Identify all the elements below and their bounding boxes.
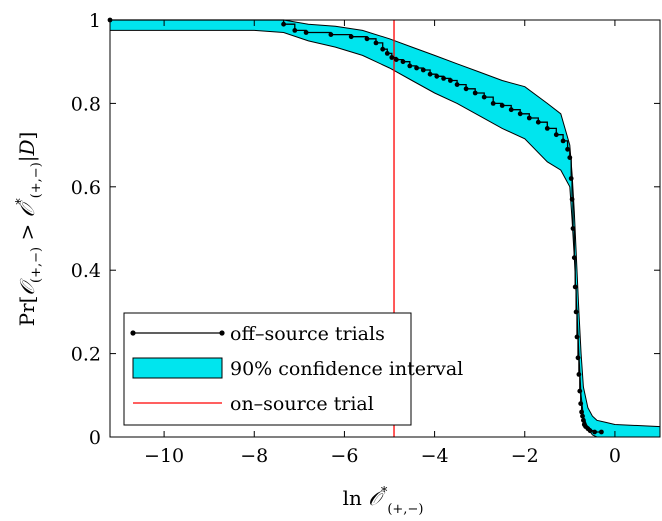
off-source-point bbox=[490, 101, 496, 106]
off-source-point bbox=[427, 71, 433, 77]
x-tick-label: −2 bbox=[511, 445, 539, 467]
off-source-point bbox=[560, 138, 566, 144]
off-source-point bbox=[414, 65, 419, 71]
off-source-point bbox=[389, 55, 395, 60]
off-source-point bbox=[579, 409, 584, 415]
off-source-point bbox=[587, 428, 593, 434]
off-source-point bbox=[578, 401, 584, 406]
x-axis-title-sub: (+,−) bbox=[387, 502, 423, 517]
plot-frame bbox=[109, 19, 661, 438]
off-source-point bbox=[571, 255, 577, 261]
off-source-point bbox=[281, 21, 286, 27]
y-tick-label: 0.8 bbox=[71, 93, 101, 115]
legend-offsource-label: off–source trials bbox=[230, 323, 385, 345]
off-source-point bbox=[400, 59, 406, 65]
off-source-point bbox=[420, 67, 426, 73]
off-source-point bbox=[575, 355, 581, 361]
legend: off–source trials 90% confidence interva… bbox=[123, 312, 463, 426]
y-axis-title-gt: > bbox=[15, 217, 39, 246]
y-tick-label: 0.6 bbox=[71, 177, 101, 199]
off-source-point bbox=[517, 111, 523, 117]
off-source-point bbox=[599, 429, 604, 435]
off-source-point bbox=[581, 417, 586, 423]
y-tick-label: 0.4 bbox=[71, 260, 101, 282]
off-source-point bbox=[373, 40, 379, 46]
off-source-point bbox=[592, 429, 597, 435]
off-source-point bbox=[292, 28, 298, 33]
off-source-point bbox=[576, 372, 582, 377]
x-tick-label: −4 bbox=[421, 445, 449, 467]
off-source-point bbox=[567, 155, 573, 161]
off-source-point bbox=[573, 309, 579, 315]
off-source-point bbox=[454, 82, 460, 87]
y-tick-label: 0.2 bbox=[71, 344, 101, 366]
off-source-point bbox=[574, 334, 580, 340]
off-source-point bbox=[544, 125, 550, 131]
off-source-point bbox=[572, 284, 578, 290]
off-source-point bbox=[472, 90, 478, 96]
y-axis-title: Pr[𝒪(+,−) > 𝒪*(+,−)|D] bbox=[14, 132, 44, 327]
off-source-point bbox=[577, 388, 583, 394]
y-axis-title-d: D bbox=[15, 139, 39, 156]
off-source-point bbox=[434, 73, 440, 79]
legend-offsource-marker-right bbox=[219, 330, 225, 336]
y-axis-title-sub-a: (+,−) bbox=[29, 247, 44, 283]
off-source-point bbox=[568, 176, 574, 181]
legend-onsource-label: on–source trial bbox=[230, 393, 374, 415]
off-source-point bbox=[448, 78, 453, 83]
x-tick-label: −6 bbox=[330, 445, 358, 467]
x-tick-label: −8 bbox=[240, 445, 268, 467]
y-axis-title-given: | bbox=[15, 155, 40, 162]
x-tick-label: −10 bbox=[144, 445, 184, 467]
off-source-point bbox=[570, 226, 576, 231]
off-source-point bbox=[499, 103, 505, 108]
off-source-point bbox=[569, 196, 575, 202]
off-source-point bbox=[393, 57, 399, 62]
off-source-point bbox=[407, 63, 413, 69]
off-source-point bbox=[348, 34, 354, 40]
y-axis-title-pr: Pr[ bbox=[15, 296, 39, 327]
x-axis-title-ln: ln bbox=[343, 486, 369, 510]
off-source-point bbox=[441, 76, 446, 81]
y-axis-title-sub-b: (+,−) bbox=[29, 162, 44, 198]
x-tick-label: 0 bbox=[609, 445, 621, 467]
off-source-point bbox=[526, 115, 532, 121]
axis-ticks: −10 −8 −6 −4 −2 0 0 0.2 0.4 0.6 0.8 1 bbox=[71, 10, 660, 467]
off-source-point bbox=[508, 107, 514, 113]
y-tick-label: 1 bbox=[89, 10, 101, 32]
y-axis-title-close: ] bbox=[15, 132, 39, 140]
off-source-point bbox=[463, 86, 469, 92]
off-source-point bbox=[328, 32, 334, 37]
off-source-point bbox=[481, 94, 487, 100]
off-source-point bbox=[380, 46, 386, 52]
y-tick-label: 0 bbox=[89, 427, 101, 449]
y-axis-title-sup-b: * bbox=[14, 198, 29, 205]
off-source-point bbox=[565, 146, 570, 152]
off-source-point bbox=[384, 51, 390, 56]
legend-ci-label: 90% confidence interval bbox=[230, 358, 463, 380]
off-source-point bbox=[303, 30, 309, 35]
x-axis-title-sup: * bbox=[381, 485, 388, 500]
off-source-point bbox=[364, 36, 370, 42]
legend-ci-swatch bbox=[132, 357, 223, 379]
x-axis-title: ln 𝒪*(+,−) bbox=[343, 485, 424, 517]
off-source-point bbox=[580, 413, 585, 419]
off-source-point bbox=[535, 119, 541, 125]
off-source-point bbox=[553, 132, 559, 138]
legend-offsource-marker-left bbox=[130, 330, 136, 336]
